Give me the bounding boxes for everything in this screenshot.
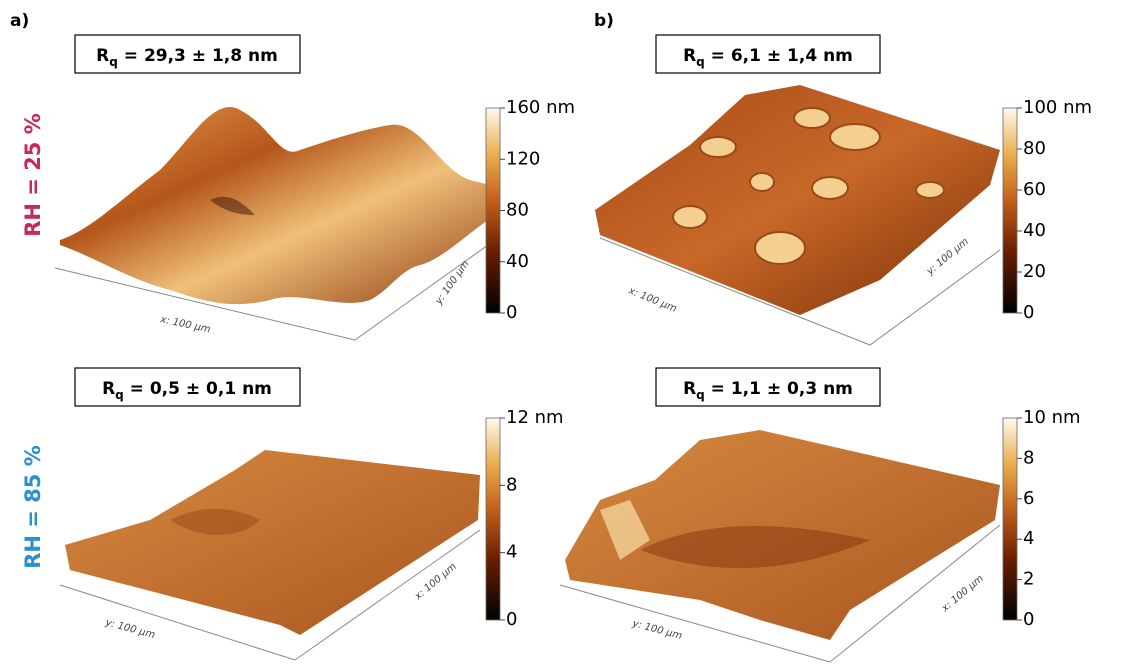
afm-surface: y: 100 µm x: 100 µm: [59, 450, 481, 661]
colorbar-label: 100 nm: [1023, 97, 1092, 118]
axis-label: x: 100 µm: [626, 285, 678, 315]
colorbar-label: 0: [1023, 302, 1034, 323]
row-label: RH = 25 %: [21, 113, 45, 237]
row-label: RH = 85 %: [21, 445, 45, 569]
colorbar-label: 160 nm: [506, 97, 575, 118]
afm-surface: y: 100 µm x: 100 µm: [559, 430, 1001, 663]
rq-box: Rq = 29,3 ± 1,8 nm: [74, 34, 301, 74]
axis-label: y: 100 µm: [103, 617, 156, 641]
colorbar-label: 80: [1023, 138, 1046, 159]
colorbar: [1002, 107, 1018, 314]
afm-surface: x: 100 µm y: 100 µm: [54, 107, 496, 341]
colorbar-label: 8: [506, 474, 517, 495]
rq-box: Rq = 6,1 ± 1,4 nm: [655, 34, 881, 74]
colorbar: [485, 417, 501, 621]
panel-label: a): [10, 11, 29, 31]
axis-label: y: 100 µm: [433, 259, 472, 308]
colorbar-label: 6: [1023, 488, 1034, 509]
colorbar-label: 20: [1023, 261, 1046, 282]
colorbar: [1002, 417, 1018, 621]
colorbar-label: 40: [1023, 220, 1046, 241]
svg-text:Rq = 29,3 ± 1,8 nm: Rq = 29,3 ± 1,8 nm: [96, 46, 278, 69]
svg-text:Rq = 0,5 ± 0,1 nm: Rq = 0,5 ± 0,1 nm: [102, 379, 272, 402]
rq-box: Rq = 0,5 ± 0,1 nm: [74, 367, 301, 407]
colorbar-label: 60: [1023, 179, 1046, 200]
colorbar-label: 0: [506, 609, 517, 630]
colorbar-label: 80: [506, 200, 529, 221]
colorbar-label: 10 nm: [1023, 407, 1081, 428]
svg-text:Rq = 1,1 ± 0,3 nm: Rq = 1,1 ± 0,3 nm: [683, 379, 853, 402]
colorbar-label: 8: [1023, 447, 1034, 468]
colorbar-label: 0: [1023, 609, 1034, 630]
colorbar: [485, 107, 501, 314]
panel-label: b): [594, 11, 614, 31]
rq-box: Rq = 1,1 ± 0,3 nm: [655, 367, 881, 407]
colorbar-label: 40: [506, 251, 529, 272]
axis-label: y: 100 µm: [924, 236, 971, 278]
axis-label: x: 100 µm: [412, 561, 459, 603]
colorbar-label: 12 nm: [506, 407, 564, 428]
svg-text:Rq = 6,1 ± 1,4 nm: Rq = 6,1 ± 1,4 nm: [683, 46, 853, 69]
axis-label: x: 100 µm: [939, 573, 986, 615]
afm-surface: x: 100 µm y: 100 µm: [595, 85, 1001, 346]
colorbar-label: 120: [506, 148, 540, 169]
colorbar-label: 0: [506, 302, 517, 323]
axis-label: y: 100 µm: [630, 618, 683, 642]
colorbar-label: 4: [1023, 528, 1034, 549]
colorbar-label: 4: [506, 542, 517, 563]
colorbar-label: 2: [1023, 569, 1034, 590]
axis-label: x: 100 µm: [158, 314, 211, 336]
